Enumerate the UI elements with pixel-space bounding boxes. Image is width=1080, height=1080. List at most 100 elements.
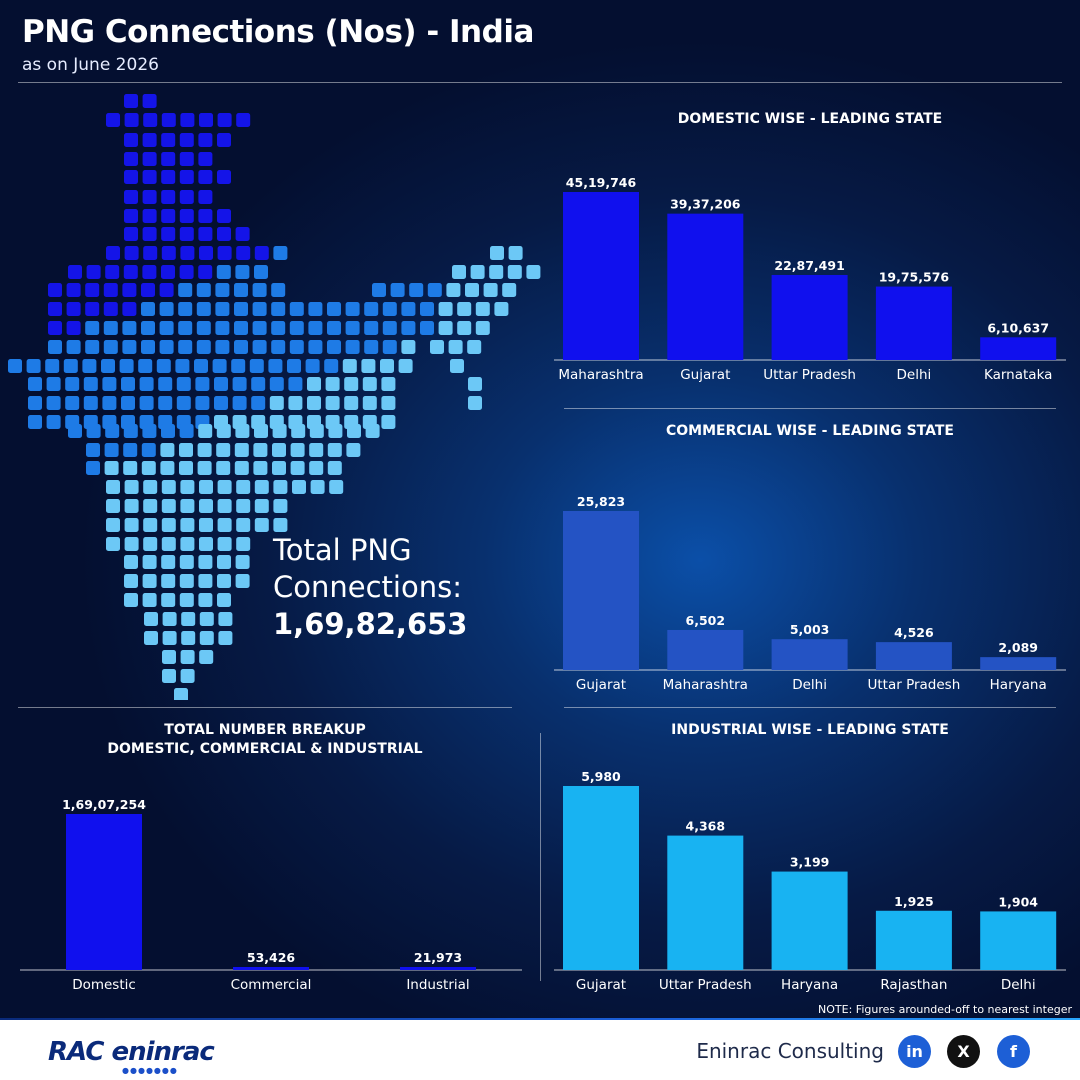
map-dot — [345, 302, 360, 316]
map-dot — [252, 321, 267, 335]
data-label: 6,10,637 — [987, 320, 1049, 335]
map-dot — [105, 424, 120, 438]
map-dot — [198, 424, 213, 438]
footer: RAC eninrac ●●●●●●● Eninrac Consulting i… — [0, 1020, 1080, 1080]
map-dot — [430, 340, 444, 354]
map-dot — [235, 265, 250, 279]
map-dot — [198, 190, 213, 204]
map-dot — [452, 265, 466, 279]
map-dot — [158, 377, 173, 391]
map-dot — [180, 518, 195, 532]
map-dot — [143, 113, 158, 127]
facebook-icon[interactable]: f — [997, 1035, 1030, 1068]
map-dot — [502, 283, 517, 297]
map-dot — [124, 246, 139, 260]
data-label: 53,426 — [247, 950, 296, 965]
total-value: 1,69,82,653 — [273, 607, 468, 641]
category-label: Delhi — [1001, 977, 1036, 993]
map-dot — [470, 265, 485, 279]
map-dot — [48, 340, 62, 354]
map-dot — [161, 246, 176, 260]
map-dot — [178, 321, 193, 335]
map-dot — [104, 461, 119, 475]
map-dot — [214, 396, 228, 410]
category-label: Maharashtra — [663, 677, 748, 693]
map-dot — [217, 555, 231, 569]
map-dot — [122, 340, 137, 354]
category-label: Karnataka — [984, 367, 1052, 383]
map-dot — [216, 443, 231, 457]
map-dot — [162, 650, 176, 664]
map-dot — [156, 359, 171, 373]
map-dot — [196, 321, 211, 335]
map-dot — [124, 113, 139, 127]
map-dot — [271, 340, 286, 354]
map-dot — [102, 377, 117, 391]
map-dot — [327, 340, 341, 354]
bar-haryana — [980, 657, 1057, 670]
bar-haryana — [771, 871, 848, 970]
map-dot — [160, 443, 175, 457]
bar-gujarat — [563, 786, 639, 970]
map-dot — [344, 377, 359, 391]
map-dot — [362, 396, 377, 410]
map-dot — [409, 283, 424, 297]
linkedin-icon[interactable]: in — [898, 1035, 931, 1068]
map-dot — [365, 424, 380, 438]
map-dot — [124, 555, 138, 569]
map-dot — [144, 612, 158, 626]
category-label: Uttar Pradesh — [868, 677, 961, 693]
map-dot — [198, 555, 213, 569]
category-label: Industrial — [406, 977, 469, 993]
map-dot — [161, 593, 176, 607]
data-label: 21,973 — [414, 950, 462, 965]
map-dot — [382, 302, 397, 316]
map-dot — [178, 302, 193, 316]
map-dot — [342, 359, 357, 373]
x-icon[interactable]: X — [947, 1035, 980, 1068]
data-label: 19,75,576 — [879, 270, 950, 285]
map-dot — [124, 133, 138, 147]
map-dot — [124, 94, 138, 108]
map-dot — [180, 246, 195, 260]
category-label: Commercial — [231, 977, 312, 993]
map-dot — [346, 443, 361, 457]
map-dot — [288, 377, 303, 391]
map-dot — [381, 377, 396, 391]
commercial-chart-title: COMMERCIAL WISE - LEADING STATE — [666, 423, 954, 439]
map-dot — [142, 555, 157, 569]
map-dot — [178, 340, 193, 354]
map-dot — [327, 302, 341, 316]
map-dot — [159, 340, 174, 354]
map-dot — [254, 246, 269, 260]
map-dot — [291, 424, 306, 438]
map-dot — [161, 113, 176, 127]
map-dot — [45, 359, 60, 373]
map-dot — [179, 461, 193, 475]
map-dot — [160, 461, 175, 475]
map-dot — [345, 321, 360, 335]
data-label: 2,089 — [998, 640, 1038, 655]
map-dot — [217, 209, 231, 223]
map-dot — [269, 396, 284, 410]
map-dot — [106, 246, 120, 260]
map-dot — [161, 227, 176, 241]
total-label-line1: Total PNG — [273, 533, 412, 567]
map-dot — [178, 283, 193, 297]
breakup-title-line2: DOMESTIC, COMMERCIAL & INDUSTRIAL — [107, 741, 423, 757]
map-dot — [290, 461, 305, 475]
data-label: 22,87,491 — [774, 258, 844, 273]
map-dot — [254, 518, 269, 532]
map-dot — [196, 283, 211, 297]
map-dot — [180, 499, 195, 513]
map-dot — [271, 283, 286, 297]
divider-map-breakup — [18, 707, 512, 708]
map-dot — [124, 170, 138, 184]
bar-maharashtra — [563, 192, 639, 360]
map-dot — [139, 377, 154, 391]
map-dot — [217, 113, 232, 127]
map-dot — [161, 424, 175, 438]
map-dot — [176, 396, 191, 410]
bar-industrial — [400, 967, 476, 970]
map-dot — [121, 377, 135, 391]
